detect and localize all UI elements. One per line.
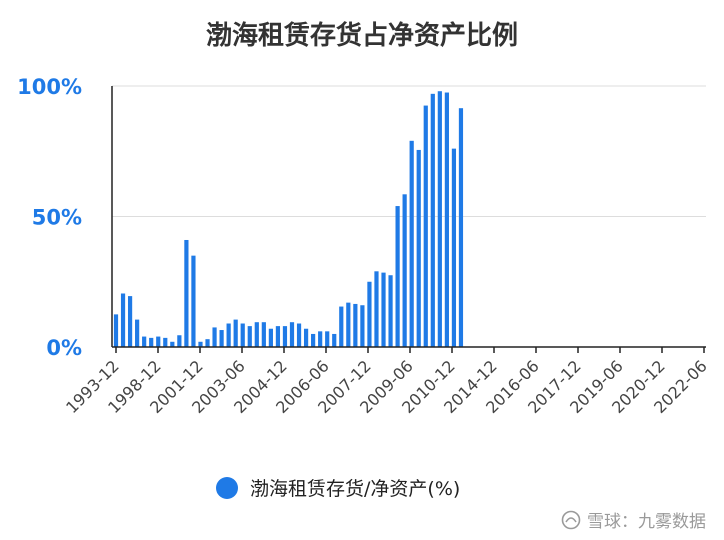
bar[interactable]	[268, 328, 273, 347]
bar[interactable]	[163, 337, 168, 347]
bar[interactable]	[430, 93, 435, 347]
bar[interactable]	[353, 303, 358, 347]
bar[interactable]	[205, 339, 210, 347]
bar[interactable]	[346, 302, 351, 347]
bar[interactable]	[149, 337, 154, 347]
bar[interactable]	[318, 331, 323, 347]
legend-label: 渤海租赁存货/净资产(%)	[250, 478, 461, 500]
watermark: 雪球：九雾数据	[561, 507, 706, 532]
bar[interactable]	[458, 108, 464, 347]
bar[interactable]	[261, 322, 266, 347]
bar[interactable]	[240, 323, 245, 347]
bar[interactable]	[156, 336, 161, 347]
bar-series	[113, 91, 464, 348]
bar[interactable]	[135, 319, 140, 347]
bar[interactable]	[198, 341, 203, 347]
bar[interactable]	[381, 272, 386, 347]
bar[interactable]	[142, 336, 147, 347]
bar[interactable]	[339, 306, 344, 347]
y-tick-label: 50%	[32, 206, 82, 230]
bar[interactable]	[395, 206, 400, 347]
watermark-text: 雪球：九雾数据	[587, 512, 706, 532]
bar[interactable]	[212, 327, 217, 347]
bar[interactable]	[360, 305, 365, 347]
x-axis-ticks: 1993-121998-122001-122003-062004-122006-…	[62, 347, 711, 417]
y-tick-label: 0%	[46, 336, 82, 360]
bar[interactable]	[254, 322, 259, 347]
bar[interactable]	[127, 296, 133, 347]
bar[interactable]	[219, 330, 224, 347]
bar[interactable]	[191, 255, 196, 347]
legend-marker	[216, 476, 238, 499]
bar[interactable]	[275, 326, 281, 347]
bar[interactable]	[402, 194, 407, 347]
bar[interactable]	[332, 333, 337, 347]
bar[interactable]	[184, 239, 189, 347]
bar[interactable]	[325, 331, 330, 347]
bar[interactable]	[409, 140, 414, 347]
snowball-logo-icon	[561, 510, 581, 529]
bar[interactable]	[170, 341, 175, 347]
bar[interactable]	[247, 326, 252, 347]
bar[interactable]	[416, 149, 421, 347]
bar[interactable]	[120, 293, 126, 348]
bar[interactable]	[226, 323, 231, 347]
bar[interactable]	[451, 148, 457, 347]
bar[interactable]	[374, 271, 379, 347]
bar-chart: 渤海租赁存货占净资产比例 0% 50% 100% 1993-121998-12200…	[17, 20, 711, 417]
bar[interactable]	[233, 319, 238, 347]
bar[interactable]	[282, 326, 288, 347]
bar[interactable]	[289, 322, 295, 347]
bar[interactable]	[113, 314, 119, 348]
y-axis-ticks: 0% 50% 100%	[17, 75, 82, 360]
bar[interactable]	[311, 333, 316, 347]
chart-title: 渤海租赁存货占净资产比例	[206, 20, 518, 51]
bar[interactable]	[423, 105, 428, 347]
y-tick-label: 100%	[17, 75, 82, 99]
bar[interactable]	[388, 275, 393, 347]
bar[interactable]	[444, 92, 449, 347]
axes	[111, 86, 706, 348]
bar[interactable]	[303, 328, 309, 347]
bar[interactable]	[367, 281, 372, 347]
bar[interactable]	[437, 91, 442, 347]
grid-lines	[112, 85, 706, 217]
bar[interactable]	[177, 335, 182, 347]
legend[interactable]: 渤海租赁存货/净资产(%)	[216, 474, 460, 501]
bar[interactable]	[296, 323, 302, 347]
